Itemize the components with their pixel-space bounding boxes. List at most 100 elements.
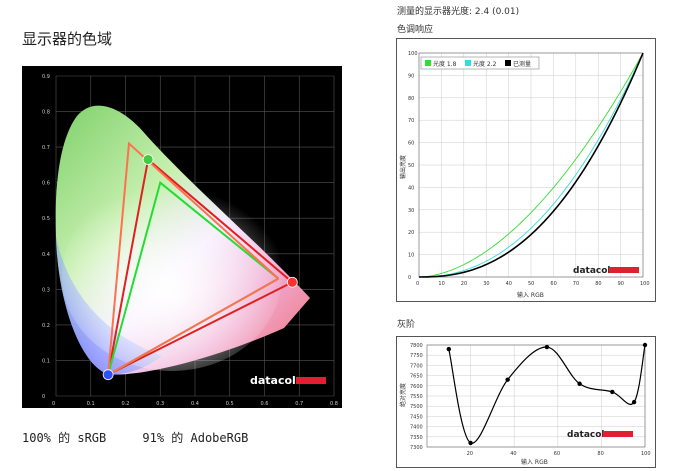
tone-svg: 0 10 20 30 40 50 60 70 80 90 100 0 10 20 30 40 50 60 70 80 9… <box>399 51 650 299</box>
gray-logo-bar <box>603 431 633 437</box>
legend-label-3: 已测量 <box>513 60 531 68</box>
gray-svg: 20 40 60 80 100 7300 7350 7400 7450 7500 7550 7600 7… <box>399 342 651 466</box>
gamut-x-tick: 0.8 <box>330 401 338 407</box>
gray-line <box>446 342 648 446</box>
tone-y-tick: 20 <box>408 230 414 236</box>
gray-point <box>577 381 582 386</box>
gray-x-tick: 80 <box>597 451 603 457</box>
tone-y-tick: 60 <box>408 141 414 147</box>
tone-logo-text: datacolor <box>573 266 622 276</box>
legend-swatch-3 <box>505 60 511 66</box>
grayscale-title: 灰阶 <box>397 320 416 330</box>
gamut-y-tick: 0.7 <box>42 145 50 151</box>
gray-curve <box>448 344 646 444</box>
tone-x-tick: 90 <box>618 281 624 287</box>
gamut-y-tick: 0.5 <box>42 216 50 222</box>
gamut-logo-text: datacolor <box>250 374 309 387</box>
gray-y-tick: 7400 <box>410 425 423 431</box>
gamut-y-tick: 0.3 <box>42 287 50 293</box>
gamut-y-tick: 0.2 <box>42 323 50 329</box>
tone-y-tick: 40 <box>408 185 414 191</box>
tone-legend: 光度 1.8 光度 2.2 已测量 <box>420 56 540 70</box>
gamma-header: 测量的显示器光度: 2.4 (0.01) <box>397 7 520 17</box>
tone-x-tick: 70 <box>573 281 579 287</box>
tone-x-tick: 10 <box>438 281 444 287</box>
tone-x-tick: 20 <box>461 281 467 287</box>
tone-x-tick: 30 <box>483 281 489 287</box>
gamut-x-tick: 0.4 <box>191 401 199 407</box>
gray-x-tick: 40 <box>510 451 516 457</box>
tone-x-tick: 60 <box>550 281 556 287</box>
gamut-caption: 100% 的 sRGB 91% 的 AdobeRGB <box>22 431 249 445</box>
gamut-primary-point <box>102 369 114 381</box>
gray-point <box>505 377 510 382</box>
gray-logo: datacolor <box>567 430 633 440</box>
tone-logo: datacolor <box>573 266 639 276</box>
tone-response-title: 色调响应 <box>397 25 434 35</box>
gamut-x-tick: 0.2 <box>122 401 130 407</box>
gamut-x-tick: 0.6 <box>261 401 269 407</box>
cie-horseshoe-blue <box>56 236 162 375</box>
tone-y-tick: 90 <box>408 73 414 79</box>
gray-x-tick: 20 <box>467 451 473 457</box>
gamut-y-tick: 0.1 <box>42 358 50 364</box>
tone-y-tick: 80 <box>408 96 414 102</box>
tone-y-tick: 30 <box>408 208 414 214</box>
gray-y-tick: 7700 <box>410 363 423 369</box>
gray-point <box>631 399 637 405</box>
gray-y-tick: 7300 <box>410 445 423 451</box>
tone-curves <box>418 52 644 278</box>
legend-swatch-1 <box>425 60 431 66</box>
gamut-svg: 0 0.1 0.2 0.3 0.4 0.5 0.6 0.7 0.8 0 0.1 0.2 0.3 0.4 0.… <box>42 74 338 407</box>
gamut-x-tick: 0.1 <box>87 401 95 407</box>
gamut-x-tick: 0.5 <box>226 401 234 407</box>
tone-curve <box>418 52 644 278</box>
gamut-triangle-display <box>106 157 293 377</box>
gamut-y-tick: 0.6 <box>42 181 50 187</box>
tone-y-tick: 70 <box>408 118 414 124</box>
tone-curve <box>418 52 644 278</box>
gamut-triangles <box>102 141 298 381</box>
gamut-x-tick: 0.3 <box>156 401 164 407</box>
tone-x-tick: 0 <box>416 281 419 287</box>
gray-point <box>544 344 550 350</box>
tone-x-tick: 100 <box>640 281 650 287</box>
gamut-primary-point <box>286 276 298 288</box>
gray-y-tick: 7500 <box>410 404 423 410</box>
tone-ylabel: 输出亮度 <box>399 155 407 179</box>
gray-plot-frame <box>426 344 646 448</box>
tone-logo-bar <box>609 267 639 273</box>
tone-y-tick: 50 <box>408 163 414 169</box>
gray-ylabel: 绝对亮度 <box>399 383 407 407</box>
gray-y-tick: 7550 <box>410 394 423 400</box>
gray-point <box>468 440 473 446</box>
tone-x-tick: 40 <box>506 281 512 287</box>
gamut-logo: datacolor <box>250 374 326 387</box>
gray-x-tick: 60 <box>554 451 560 457</box>
gray-point <box>610 389 615 395</box>
legend-swatch-2 <box>465 60 471 66</box>
gamut-y-tick: 0.4 <box>42 252 50 258</box>
grayscale-chart: 20 40 60 80 100 7300 7350 7400 7450 7500 7550 7600 7… <box>396 336 656 468</box>
gray-point <box>446 346 451 352</box>
tone-x-tick: 80 <box>595 281 601 287</box>
tone-curve <box>418 52 644 278</box>
gamut-y-tick: 0.8 <box>42 110 50 116</box>
gamut-y-tick: 0 <box>42 394 45 400</box>
gray-y-tick: 7650 <box>410 374 423 380</box>
tone-y-tick: 10 <box>408 253 414 259</box>
gamut-title: 显示器的色域 <box>22 30 113 48</box>
gamut-x-tick: 0.7 <box>295 401 303 407</box>
gray-y-tick: 7450 <box>410 414 423 420</box>
gray-grid: 20 40 60 80 100 7300 7350 7400 7450 7500 7550 7600 7… <box>410 343 651 457</box>
gray-y-tick: 7750 <box>410 353 423 359</box>
gray-xlabel: 输入 RGB <box>521 458 548 466</box>
gray-x-tick: 100 <box>641 451 651 457</box>
gray-y-tick: 7350 <box>410 435 423 441</box>
gamut-primary-point <box>142 154 154 165</box>
tone-y-tick: 100 <box>408 51 418 57</box>
gray-y-tick: 7800 <box>410 343 423 349</box>
tone-response-chart: 0 10 20 30 40 50 60 70 80 90 100 0 10 20 30 40 50 60 70 80 9… <box>396 38 656 302</box>
gray-point <box>642 342 648 348</box>
tone-x-tick: 50 <box>528 281 534 287</box>
